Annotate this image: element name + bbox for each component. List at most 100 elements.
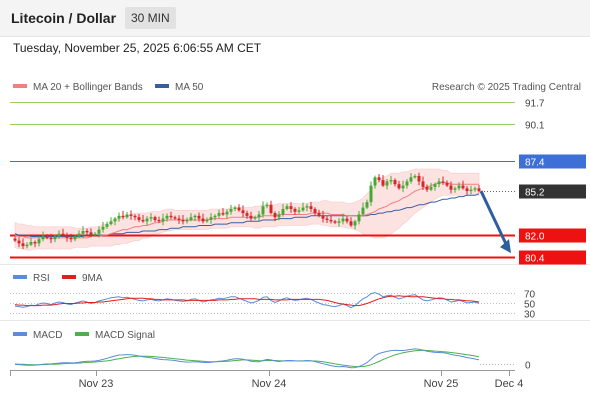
candle-body — [461, 185, 465, 189]
candle-body — [341, 218, 345, 222]
candle-body — [69, 237, 73, 240]
rsi-ma-legend-swatch — [62, 275, 76, 279]
candle-body — [381, 180, 385, 186]
candle-body — [53, 236, 57, 240]
candle-body — [373, 177, 377, 186]
ma50-legend-swatch — [155, 84, 169, 88]
candle-body — [457, 185, 461, 189]
rsi-tick-label: 30 — [524, 310, 536, 321]
candlesticks — [13, 172, 481, 250]
rsi-tick-label: 70 — [524, 290, 536, 301]
candle-body — [301, 207, 305, 211]
level-label: 90.1 — [525, 121, 545, 132]
candle-body — [157, 219, 161, 222]
level-label: 91.7 — [525, 99, 545, 110]
x-tick-label: Nov 24 — [252, 378, 287, 390]
macd-signal-line — [14, 349, 480, 368]
candle-body — [129, 214, 133, 216]
candle-body — [237, 207, 241, 211]
candle-body — [149, 217, 153, 219]
candle-body — [61, 233, 65, 236]
candle-body — [165, 215, 169, 219]
ma20-legend-swatch — [13, 84, 27, 88]
candle-body — [45, 236, 49, 238]
candle-body — [261, 206, 265, 215]
candle-body — [169, 215, 173, 218]
candle-body — [257, 214, 261, 218]
candle-body — [445, 182, 449, 186]
candle-body — [225, 211, 229, 215]
candle-body — [245, 213, 249, 216]
level-badges: 91.7 90.1 87.4 85.2 82.0 80.4 — [519, 99, 586, 265]
candle-body — [417, 175, 421, 182]
candle-body — [405, 181, 409, 186]
candle-body — [369, 185, 373, 203]
candle-body — [113, 218, 117, 222]
candle-body — [285, 206, 289, 209]
candle-body — [13, 238, 17, 241]
forecast-arrow-shaft — [479, 190, 509, 247]
candle-body — [337, 221, 341, 223]
candle-body — [317, 213, 321, 216]
candle-body — [37, 239, 41, 244]
candle-body — [465, 188, 469, 192]
candle-body — [353, 221, 357, 226]
candle-body — [33, 241, 37, 244]
macd-signal-legend-swatch — [75, 332, 89, 336]
candle-body — [93, 233, 97, 236]
forecast-arrow — [479, 190, 511, 254]
candle-body — [297, 210, 301, 212]
timeframe-button[interactable]: 30 MIN — [125, 7, 176, 29]
candle-body — [117, 215, 121, 219]
candle-body — [189, 217, 193, 220]
candle-body — [393, 180, 397, 185]
candle-body — [141, 219, 145, 222]
candle-body — [289, 206, 293, 209]
candle-body — [181, 219, 185, 222]
x-tick-label: Dec 4 — [495, 378, 524, 390]
candle-body — [25, 244, 29, 247]
candle-body — [161, 218, 165, 222]
candle-body — [101, 226, 105, 230]
candle-body — [77, 233, 81, 237]
rsi-tick-label: 50 — [524, 300, 536, 311]
candle-body — [221, 213, 225, 215]
candle-body — [177, 218, 181, 220]
candle-body — [89, 232, 93, 236]
macd-signal-legend-label: MACD Signal — [95, 330, 155, 341]
candle-body — [365, 202, 369, 208]
candle-body — [329, 219, 333, 222]
rsi-line — [14, 292, 480, 309]
candle-body — [29, 241, 33, 245]
support-level-badge — [519, 228, 586, 243]
candle-body — [57, 233, 61, 237]
candle-body — [65, 235, 69, 238]
candle-body — [197, 215, 201, 219]
rsi-ma-legend-label: 9MA — [82, 273, 103, 284]
candle-body — [125, 214, 129, 218]
macd-legend-swatch — [13, 332, 27, 336]
last-level-badge — [519, 184, 586, 199]
candle-body — [153, 217, 157, 220]
candle-body — [21, 243, 25, 247]
candle-body — [265, 204, 269, 207]
candle-body — [433, 184, 437, 187]
candle-body — [309, 206, 313, 209]
macd-tick-label: 0 — [525, 361, 531, 372]
macd-legend: MACD MACD Signal — [13, 330, 155, 341]
timestamp: Tuesday, November 25, 2025 6:06:55 AM CE… — [13, 41, 262, 55]
ma20-legend-label: MA 20 + Bollinger Bands — [33, 82, 143, 93]
candle-body — [73, 236, 77, 240]
forecast-arrow-head — [500, 239, 511, 254]
rsi-ma-line — [14, 295, 480, 307]
candle-body — [105, 224, 109, 227]
bollinger-bands — [14, 168, 480, 251]
level-label: 82.0 — [525, 232, 545, 243]
candle-body — [429, 186, 433, 190]
instrument-title: Litecoin / Dollar — [11, 10, 117, 26]
candle-body — [345, 218, 349, 222]
candle-body — [145, 218, 149, 222]
rsi-legend: RSI 9MA — [13, 273, 103, 284]
candle-body — [449, 185, 453, 190]
